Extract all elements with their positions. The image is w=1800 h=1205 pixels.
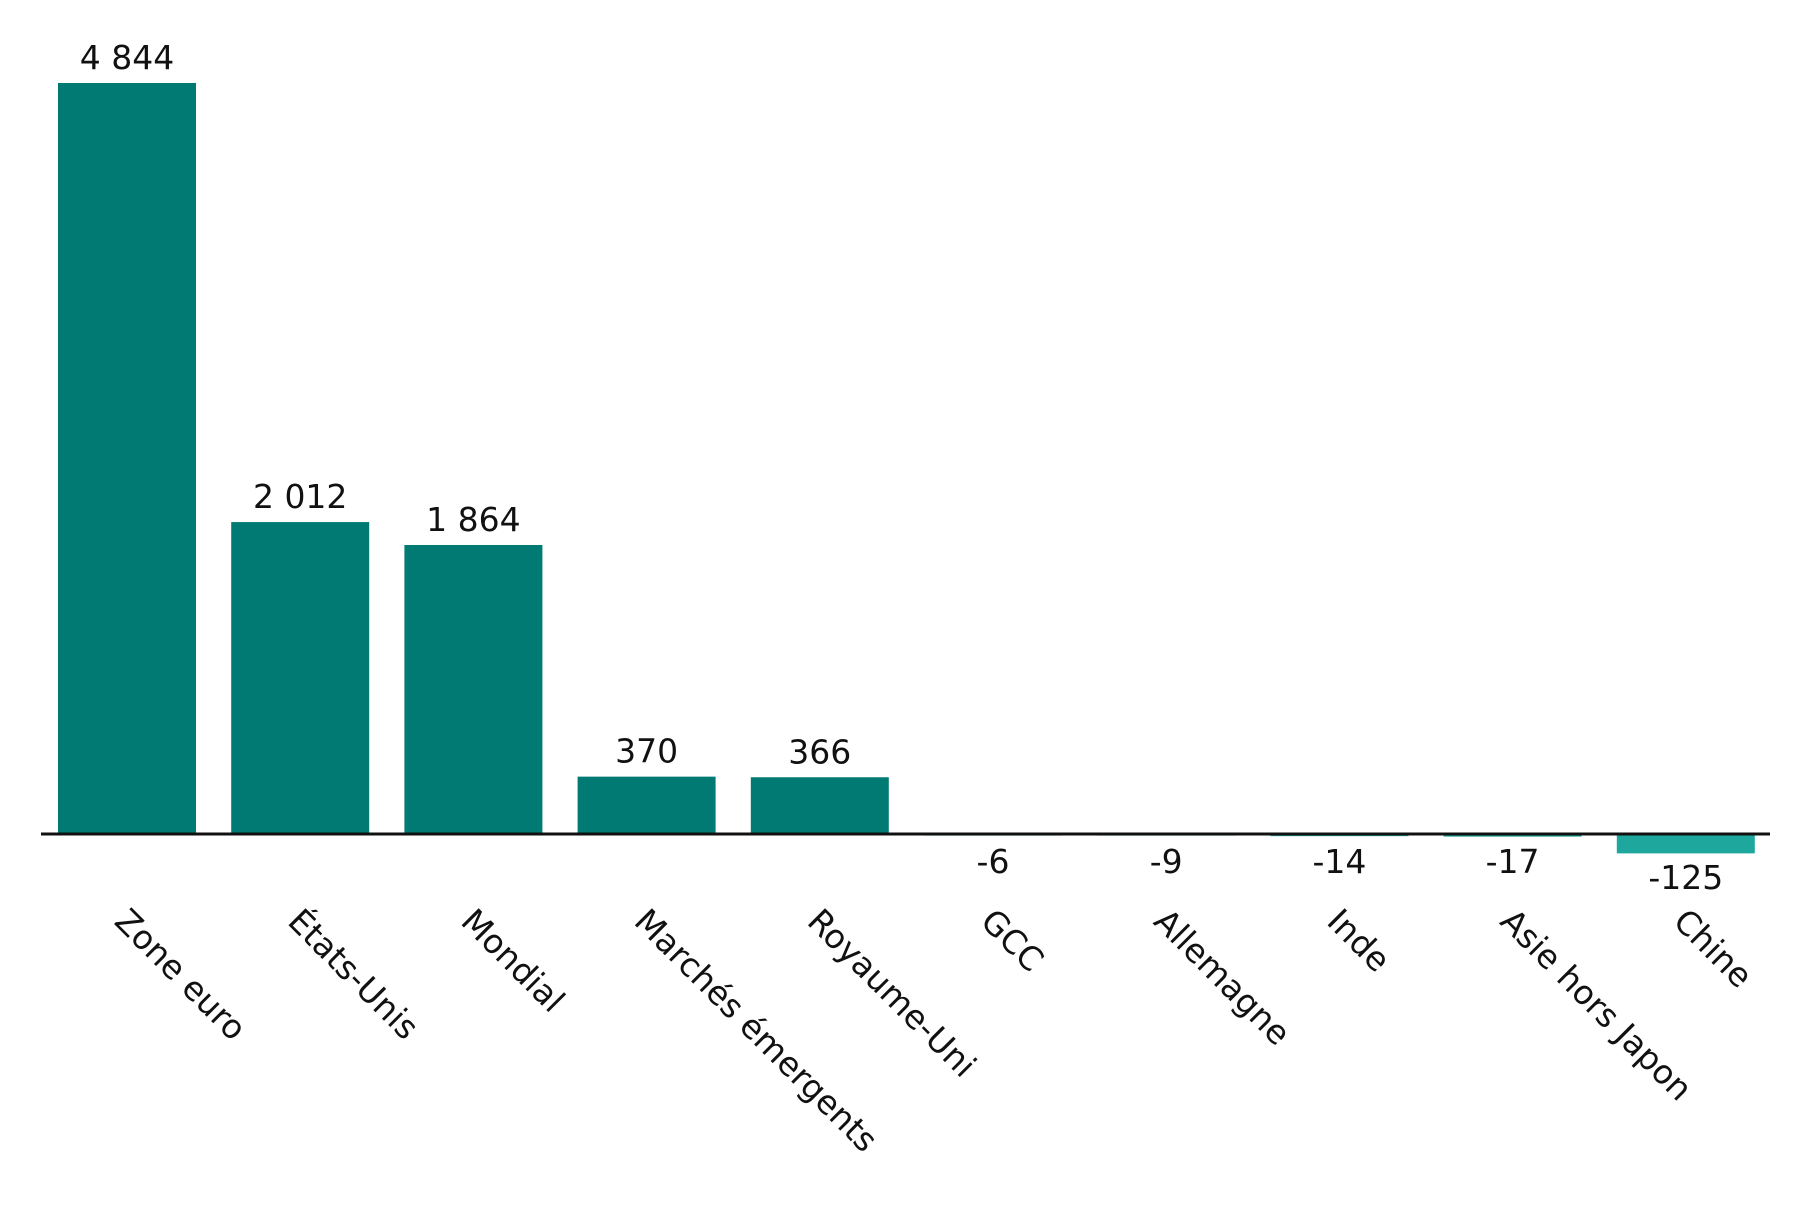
value-label-9: -17 (1486, 842, 1540, 881)
category-label-9: Asie hors Japon (1493, 901, 1700, 1108)
category-label-10: Chine (1666, 901, 1760, 995)
value-label-10: -125 (1648, 858, 1723, 897)
value-label-8: -14 (1312, 842, 1366, 881)
category-label-6: GCC (973, 901, 1051, 979)
bar-10 (1616, 834, 1755, 854)
category-label-8: Inde (1320, 901, 1398, 979)
value-label-2: 2 012 (253, 477, 347, 516)
bar-5 (750, 777, 889, 834)
value-label-4: 370 (615, 732, 678, 771)
category-label-1: Zone euro (107, 901, 254, 1048)
value-label-3: 1 864 (426, 500, 520, 539)
bar-3 (404, 545, 543, 834)
category-label-2: États-Unis (281, 900, 428, 1047)
value-label-6: -6 (977, 842, 1010, 881)
value-labels-layer: 4 844 2 012 1 864 370 366 -6 -9 -14 -17 -125 (80, 38, 1723, 897)
bar-2 (231, 522, 370, 834)
category-label-3: Mondial (454, 901, 573, 1020)
bars-layer (58, 83, 1755, 854)
value-label-5: 366 (788, 732, 851, 771)
category-label-7: Allemagne (1147, 901, 1299, 1053)
category-labels-layer: Zone euro États-Unis Mondial Marchés émerge… (107, 900, 1760, 1159)
value-label-7: -9 (1150, 842, 1183, 881)
bar-1 (58, 83, 196, 834)
value-label-1: 4 844 (80, 38, 174, 77)
category-label-5: Royaume-Uni (800, 901, 984, 1085)
bar-4 (577, 776, 716, 834)
